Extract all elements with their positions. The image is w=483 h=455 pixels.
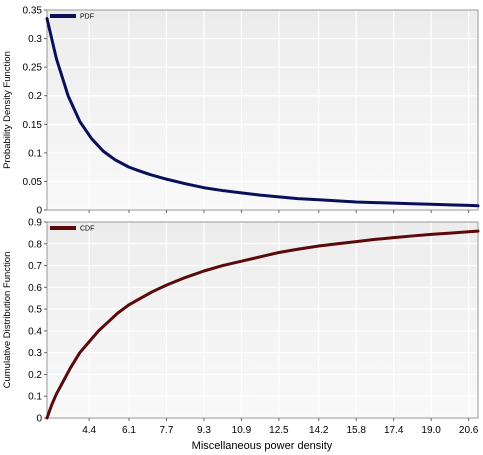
x-tick-label: 9.3: [197, 425, 211, 436]
pdf-y-tick-label: 0.05: [23, 177, 43, 188]
cdf-y-tick-label: 0.6: [28, 283, 42, 294]
cdf-y-tick-label: 0.5: [28, 305, 42, 316]
cdf-y-tick-label: 0.9: [28, 218, 42, 229]
pdf-legend: PDF: [50, 14, 94, 21]
x-tick-label: 20.6: [459, 425, 479, 436]
cdf-y-tick-label: 0.2: [28, 370, 42, 381]
x-axis-title: Miscellaneous power density: [192, 440, 333, 452]
cdf-y-tick-label: 0.3: [28, 348, 42, 359]
cdf-grid: [48, 223, 477, 421]
pdf-y-tick-label: 0.2: [28, 91, 42, 102]
cdf-y-tick-label: 0.8: [28, 239, 42, 250]
pdf-y-tick-label: 0: [36, 206, 42, 217]
x-tick-label: 14.2: [309, 425, 329, 436]
cdf-legend: CDF: [50, 226, 94, 233]
pdf-panel: 0 0.05 0.1 0.15 0.2 0.25 0.3 0.35 PDF Probabili…: [2, 6, 480, 217]
pdf-y-tick-label: 0.1: [28, 148, 42, 159]
pdf-y-tick-label: 0.25: [23, 63, 43, 74]
x-tick-label: 17.4: [384, 425, 404, 436]
x-tick-label: 19.0: [421, 425, 441, 436]
cdf-y-ticks: 0 0.1 0.2 0.3 0.4 0.5 0.6 0.7 0.8 0.9: [28, 218, 47, 425]
cdf-plot-background: [46, 221, 479, 419]
pdf-y-axis-title: Probability Density Function: [2, 51, 13, 169]
x-tick-label: 7.7: [160, 425, 174, 436]
cdf-y-tick-label: 0: [36, 414, 42, 425]
x-tick-label: 10.9: [232, 425, 252, 436]
pdf-legend-label: PDF: [80, 14, 94, 21]
pdf-y-tick-label: 0.35: [23, 6, 43, 17]
pdf-y-tick-label: 0.15: [23, 120, 43, 131]
x-tick-label: 6.1: [122, 425, 136, 436]
pdf-plot-background: [46, 9, 479, 211]
x-tick-label: 12.5: [269, 425, 289, 436]
pdf-y-tick-label: 0.3: [28, 34, 42, 45]
cdf-y-tick-label: 0.4: [28, 326, 42, 337]
cdf-series-line: [45, 229, 480, 420]
cdf-y-tick-label: 0.7: [28, 261, 42, 272]
x-tick-label: 15.8: [346, 425, 366, 436]
cdf-panel: 0 0.1 0.2 0.3 0.4 0.5 0.6 0.7 0.8 0.9 4.4 6.1 7.7 9.…: [2, 218, 480, 452]
cdf-y-axis-title: Cumulative Distribution Function: [2, 252, 13, 389]
cdf-legend-swatch: [50, 226, 76, 230]
cdf-y-tick-label: 0.1: [28, 392, 42, 403]
pdf-legend-swatch: [50, 14, 76, 18]
cdf-x-ticks: 4.4 6.1 7.7 9.3 10.9 12.5 14.2 15.8 17.4 19.0 20.6: [82, 425, 479, 436]
x-tick-label: 4.4: [82, 425, 96, 436]
pdf-series-line: [45, 17, 480, 208]
cdf-legend-label: CDF: [80, 226, 94, 233]
pdf-y-ticks: 0 0.05 0.1 0.15 0.2 0.25 0.3 0.35: [23, 6, 47, 217]
pdf-grid: [48, 11, 477, 213]
